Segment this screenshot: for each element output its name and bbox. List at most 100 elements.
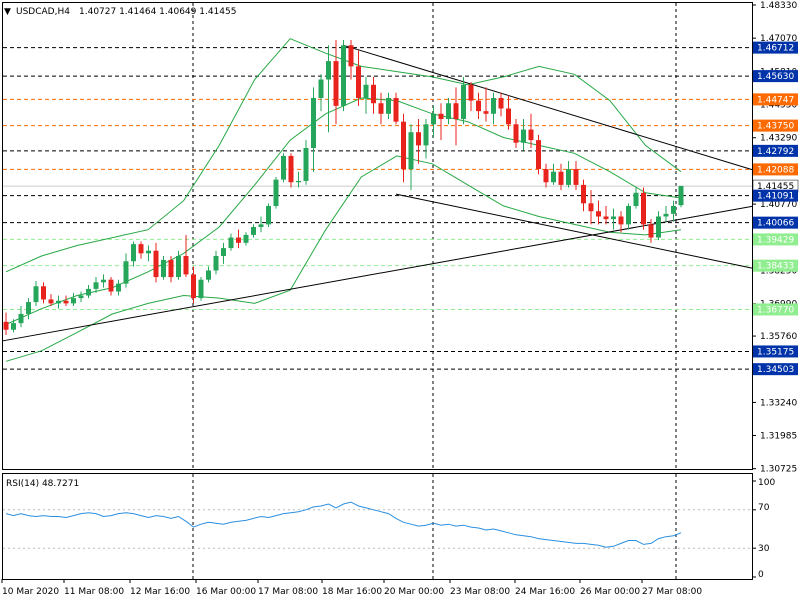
candle-body [371,84,376,104]
time-tick-label: 20 Mar 00:00 [384,587,444,597]
candle-body [536,140,541,170]
price-tick-label: 1.35760 [760,332,797,342]
price-tag-box [753,41,798,54]
candle-body [311,97,316,149]
ohlc-readout: 1.40727 1.41464 1.40649 1.41455 [79,7,236,17]
price-tag-label: 1.44747 [757,95,794,105]
candle-body [161,259,166,278]
candle-body [528,129,534,141]
candle-body [648,224,654,238]
rsi-level-70: 70 [758,503,770,513]
price-tag-label: 1.43750 [757,122,794,132]
price-tick-label: 1.43290 [760,134,797,144]
candle-body [206,270,211,280]
price-tag-label: 1.46712 [757,44,794,54]
candle-body [236,237,241,243]
candle-body [168,259,174,278]
candle-body [453,103,459,120]
candle-body [423,124,429,146]
horizontal-price-lines [3,47,752,370]
candle-body [633,192,639,206]
price-tags: 1.46712 1.45630 1.44747 1.43750 1.42792 1.420… [752,41,799,376]
candle-body [498,97,504,109]
price-tag-box [753,144,798,157]
price-tick-label: 1.47070 [760,34,797,44]
candle-body [393,97,399,122]
candle-body [596,211,601,217]
price-tag-box [753,70,798,83]
candle-body [348,45,354,67]
candle-body [461,84,466,120]
candle-body [56,300,61,304]
candle-body [183,255,189,275]
candle-body [251,227,256,235]
candle-body [656,216,661,238]
price-tag-box [753,233,798,246]
time-tick-label: 23 Mar 08:00 [450,587,510,597]
candle-body [618,216,624,225]
candlesticks [3,40,684,335]
candle-body [281,155,286,180]
price-tag-box [753,163,798,176]
candle-body [266,205,271,225]
price-tag-box [753,363,798,376]
candle-body [341,45,346,106]
price-tag-label: 1.41455 [757,182,794,192]
candle-body [33,286,39,303]
price-tag-box [753,216,798,229]
rsi-level-30: 30 [758,544,770,554]
candle-body [3,321,9,330]
price-tag-label: 1.36770 [757,305,794,315]
price-tick-label: 1.48330 [760,1,797,11]
candle-body [513,124,519,143]
price-tag-box [753,345,798,358]
symbol-timeframe: USDCAD,H4 [16,7,70,17]
candle-body [63,300,69,304]
candle-body [491,97,496,114]
candle-body [101,279,106,283]
candle-body [18,313,24,324]
time-tick-label: 24 Mar 16:00 [515,587,575,597]
price-tag-label: 1.41091 [757,192,794,202]
trendlines[interactable] [2,44,753,342]
price-tick-label: 1.40770 [760,200,797,210]
candle-body [153,250,159,278]
candle-body [678,185,684,206]
candle-body [138,244,144,254]
rsi-label: RSI(14) 48.7271 [6,479,79,489]
candle-body [521,129,526,143]
time-tick-label: 16 Mar 00:00 [196,587,256,597]
symbol-dropdown-icon[interactable]: ▼ [4,7,11,17]
candle-body [228,237,234,249]
candle-body [543,169,549,183]
candle-body [123,261,129,284]
candle-body [93,282,99,289]
candle-body [483,111,489,114]
candle-body [191,274,196,299]
candle-body [326,61,331,80]
candle-body [581,184,586,204]
time-tick-label: 17 Mar 08:00 [258,587,318,597]
price-tick-label: 1.30725 [760,465,797,475]
candle-body [386,97,391,114]
candle-body [221,248,226,256]
candle-body [296,180,301,183]
candle-body [671,205,676,214]
rsi-indicator [3,480,756,578]
rsi-line [5,501,682,548]
price-tag-label: 1.39429 [757,235,794,245]
candle-body [363,84,369,98]
candle-body [663,213,669,217]
candle-body [611,216,616,220]
price-tag-box [753,119,798,132]
candle-body [408,132,414,170]
candle-body [566,169,571,185]
time-tick-label: 11 Mar 08:00 [64,587,124,597]
candle-body [626,205,631,225]
candle-body [243,234,249,243]
candle-body [573,169,579,185]
candle-body [176,255,181,278]
